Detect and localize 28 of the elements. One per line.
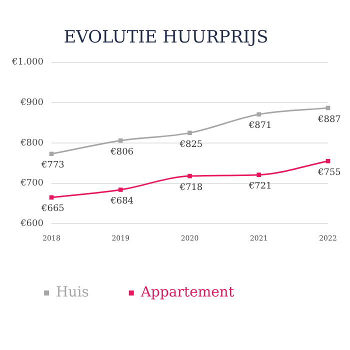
y-tick-label: €800: [20, 138, 44, 148]
data-label: €806: [110, 147, 134, 158]
y-tick-label: €600: [20, 218, 44, 229]
point: [256, 172, 262, 177]
data-label: €684: [110, 196, 134, 207]
legend-label: Appartement: [140, 284, 234, 301]
point: [118, 138, 123, 143]
point: [49, 152, 54, 156]
legend-label: Huis: [56, 284, 89, 301]
point: [326, 158, 330, 164]
point: [188, 174, 192, 178]
point: [49, 195, 54, 200]
data-label: €825: [178, 140, 203, 150]
point: [118, 188, 123, 192]
data-label: €755: [317, 168, 342, 178]
point: [256, 112, 262, 117]
point: [188, 130, 192, 136]
point: [326, 106, 330, 110]
y-tick-label: €1.000: [10, 58, 44, 68]
data-label: €773: [40, 160, 65, 171]
data-label: €721: [248, 182, 272, 192]
y-tick-label: €700: [20, 178, 44, 189]
data-label: €871: [248, 121, 272, 132]
data-label: €887: [317, 114, 342, 125]
y-tick-label: €900: [20, 98, 44, 108]
chart-title: EVOLUTIE HUURPRIJS: [64, 28, 268, 48]
data-label: €665: [40, 204, 65, 214]
data-label: €718: [178, 182, 203, 193]
